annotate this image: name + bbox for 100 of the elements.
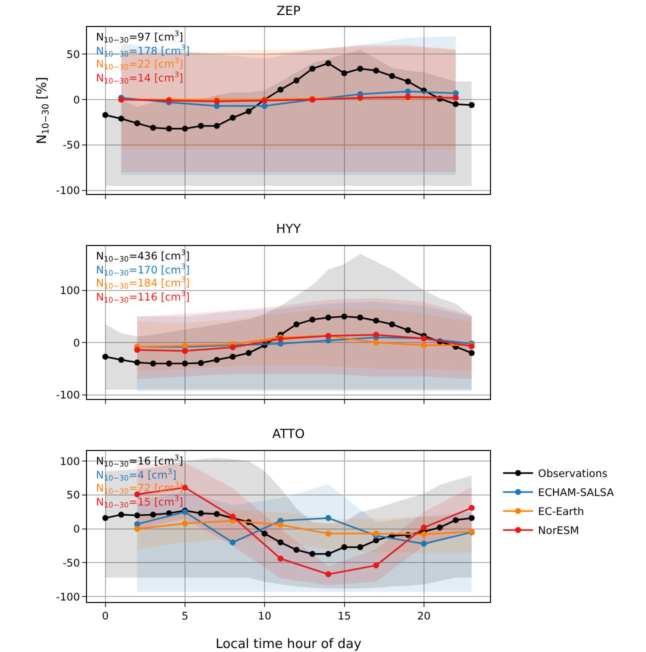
chart-title: ATTO [272,426,305,441]
point [420,342,427,348]
point [341,544,348,550]
annotation: N$_{10−30}$=4 [cm$^{3}$] [96,467,176,483]
point [182,360,188,366]
point [325,550,332,557]
point [214,356,220,363]
point [214,122,220,129]
y-tick-label: -50 [62,557,80,570]
point [166,126,172,132]
point [420,540,427,547]
annotation: N$_{10−30}$=22 [cm$^{3}$] [96,56,184,72]
point [118,356,124,363]
legend-label: Observations [538,468,608,480]
annotation: N$_{10−30}$=97 [cm$^{3}$] [96,29,184,45]
point [309,66,316,72]
point [198,510,204,516]
point [118,116,124,122]
x-tick-label: 20 [417,610,431,623]
point [182,520,188,526]
point [452,517,459,524]
x-tick-label: 0 [102,610,109,623]
point [309,316,316,323]
annotation: N$_{10−30}$=178 [cm$^{3}$] [96,43,190,59]
point [182,348,188,354]
point [150,512,156,518]
point [357,544,364,550]
y-tick-label: 50 [66,48,80,61]
point [134,359,140,366]
point [468,102,475,108]
point [230,539,236,546]
point [150,124,156,131]
point [166,360,172,366]
point [102,112,108,118]
point [325,515,332,522]
point [230,354,236,360]
point [325,571,332,578]
x-axis-title: Local time hour of day [216,637,362,652]
point [278,86,284,93]
point [468,350,475,356]
point [357,314,364,321]
annotation: N$_{10−30}$=170 [cm$^{3}$] [96,262,190,278]
point [373,332,380,338]
y-tick-label: 0 [73,337,80,350]
point [357,66,364,72]
point [325,60,332,66]
point [404,327,411,334]
annotation: N$_{10−30}$=15 [cm$^{3}$] [96,494,184,510]
legend-label: NorESM [538,525,580,538]
annotation: N$_{10−30}$=436 [cm$^{3}$] [96,248,190,264]
point [134,512,140,518]
y-tick-label: 100 [60,456,80,468]
point [278,556,284,562]
y-tick-label: -100 [56,185,80,198]
x-tick-label: 10 [258,610,272,623]
point [452,101,459,108]
point [182,126,188,132]
annotation: N$_{10−30}$=184 [cm$^{3}$] [96,275,190,291]
point [293,321,300,328]
point [134,120,140,126]
point [325,314,332,321]
point [118,512,124,518]
point [262,102,268,109]
y-tick-label: 50 [66,490,80,502]
point [230,114,236,121]
x-tick-label: 15 [338,610,351,623]
point [246,108,252,114]
point [404,78,411,84]
point [214,510,220,517]
y-tick-label: -100 [56,591,80,604]
point [198,122,204,129]
point [341,70,348,76]
point [389,321,396,328]
annotation: N$_{10−30}$=14 [cm$^{3}$] [96,70,184,86]
y-tick-label: -100 [56,389,80,402]
point [468,504,475,511]
point [404,88,411,94]
point [102,354,108,360]
legend-label: ECHAM-SALSA [538,487,615,500]
point [420,524,427,531]
chart-title: ZEP [276,2,301,18]
point [373,340,380,346]
point [309,550,316,557]
y-tick-label: -50 [62,140,80,152]
point [436,524,443,531]
point [325,530,332,537]
chart-title: HYY [276,220,302,236]
point [373,318,380,324]
point [198,360,204,366]
point [468,515,475,522]
point [262,530,268,537]
point [150,360,156,366]
y-tick-label: 0 [73,524,80,536]
legend-label: EC-Earth [538,506,584,518]
point [134,491,140,498]
y-tick-label: 100 [60,285,80,298]
point [293,78,300,84]
point [134,346,140,353]
annotation: N$_{10−30}$=116 [cm$^{3}$] [96,289,190,305]
point [341,313,348,320]
